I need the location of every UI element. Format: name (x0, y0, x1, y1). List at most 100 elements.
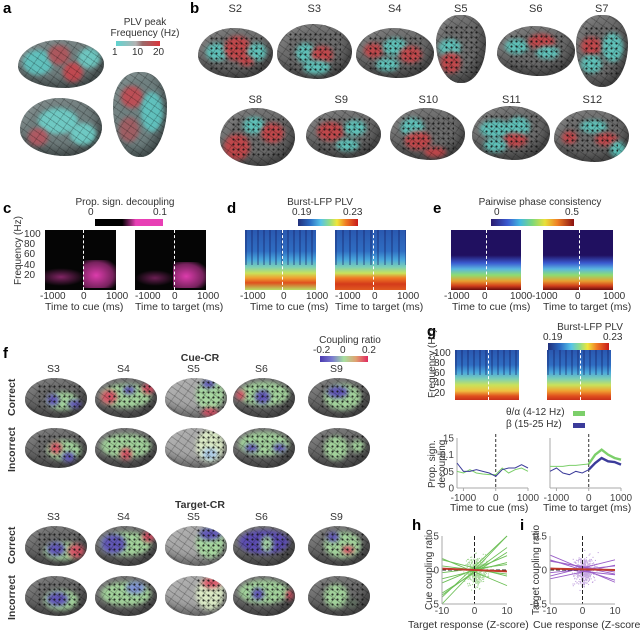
scatter-point (471, 574, 473, 576)
scatter-point (582, 580, 584, 582)
scatter-point (573, 567, 575, 569)
panel-g-line-target-post-1 (587, 456, 622, 471)
panel-label-i: i (520, 517, 525, 534)
panel-a-colorbar-title-1: PLV peak (123, 17, 167, 28)
scatter-point (483, 560, 485, 562)
panel-h-xtick-label: 10 (501, 606, 513, 617)
scatter-point (474, 581, 477, 583)
scatter-point (479, 574, 481, 576)
panel-g-legend-beta-swatch (573, 423, 585, 428)
scatter-point (576, 578, 578, 580)
scatter-point (577, 563, 579, 565)
panel-d-heatmap-target (335, 230, 406, 290)
scatter-point (578, 571, 580, 573)
panel-c-colorbar-title: Prop. sign. decoupling (75, 197, 175, 208)
panel-g-ytick-100: 100 (434, 348, 451, 359)
panel-e-colorbar (491, 219, 574, 226)
panel-h-mean-fit-line (441, 567, 508, 573)
scatter-point (578, 575, 580, 577)
scatter-point (585, 563, 587, 565)
scatter-point (580, 576, 582, 578)
scatter-point (575, 559, 578, 561)
scatter-point (475, 560, 477, 562)
scatter-point (583, 565, 585, 567)
subject-label-s2: S2 (228, 3, 242, 15)
brain-s4-correct (95, 526, 157, 566)
scatter-point (596, 570, 598, 572)
panel-g-xtick-label: -1000 (451, 493, 477, 504)
panel-e-xlabel-target: Time to target (ms) (543, 301, 632, 313)
scatter-point (478, 580, 480, 583)
panel-label-e: e (433, 200, 442, 217)
panel-g-ytick-label: 0 (448, 484, 454, 495)
scatter-point (480, 574, 482, 576)
scatter-point (589, 573, 591, 576)
panel-i-ytick-label: 0 (541, 566, 547, 577)
brain-s6-incorrect (233, 576, 295, 616)
scatter-point (581, 577, 583, 579)
scatter-point (584, 564, 586, 566)
scatter-point (476, 558, 478, 560)
scatter-point (473, 581, 475, 583)
scatter-point (477, 574, 479, 577)
scatter-point (473, 576, 476, 578)
scatter-point (474, 563, 476, 565)
scatter-point (482, 562, 484, 564)
scatter-point (583, 584, 585, 586)
panel-g-xlabel-cue: Time to cue (ms) (450, 502, 529, 514)
subject-label-s11: S11 (502, 94, 521, 106)
scatter-point (578, 574, 580, 576)
scatter-point (576, 582, 578, 584)
brain-s9 (306, 110, 381, 158)
scatter-point (589, 558, 591, 560)
scatter-point (585, 559, 587, 561)
scatter-point (585, 578, 587, 580)
panel-c-xlabel-cue: Time to cue (ms) (45, 301, 124, 313)
scatter-point (574, 583, 576, 585)
scatter-point (592, 570, 594, 572)
scatter-point (592, 556, 594, 558)
scatter-point (574, 561, 576, 563)
panel-d-xtick-cue-min: -1000 (240, 291, 266, 302)
scatter-point (482, 576, 484, 578)
scatter-point (479, 572, 481, 574)
scatter-point (479, 577, 481, 579)
scatter-point (464, 574, 466, 576)
panel-g-xtick-label: -1000 (544, 493, 570, 504)
scatter-point (583, 575, 585, 578)
brain-s3-incorrect (25, 428, 87, 468)
scatter-point (486, 568, 488, 570)
scatter-point (474, 587, 476, 589)
panel-f-subject-label-s6: S6 (255, 511, 268, 523)
panel-c-xtick-cue-min: -1000 (40, 291, 66, 302)
panel-c-heatmap-target (135, 230, 206, 290)
scatter-point (588, 579, 591, 581)
scatter-point (471, 589, 473, 591)
panel-c-ytick-100: 100 (24, 229, 41, 240)
scatter-point (472, 577, 474, 579)
scatter-point (580, 563, 582, 565)
scatter-point (469, 565, 471, 567)
scatter-point (575, 573, 577, 575)
scatter-point (471, 575, 473, 577)
scatter-point (591, 563, 593, 565)
panel-label-f: f (3, 345, 8, 362)
scatter-point (483, 572, 485, 574)
scatter-point (479, 581, 481, 583)
panel-i-ytick-label: -0.5 (530, 600, 548, 611)
scatter-point (578, 583, 580, 585)
scatter-point (585, 582, 587, 584)
panel-c-xtick-cue-max: 1000 (106, 291, 129, 302)
scatter-point (477, 585, 479, 587)
scatter-point (477, 583, 479, 586)
scatter-point (587, 583, 590, 586)
brain-s6-correct (233, 526, 295, 566)
scatter-point (584, 565, 586, 567)
scatter-point (469, 578, 471, 580)
scatter-point (467, 585, 469, 587)
panel-d-xtick-target-0: 0 (372, 291, 378, 302)
scatter-point (586, 565, 588, 567)
scatter-point (465, 560, 467, 562)
brain-s6-correct (233, 378, 295, 418)
